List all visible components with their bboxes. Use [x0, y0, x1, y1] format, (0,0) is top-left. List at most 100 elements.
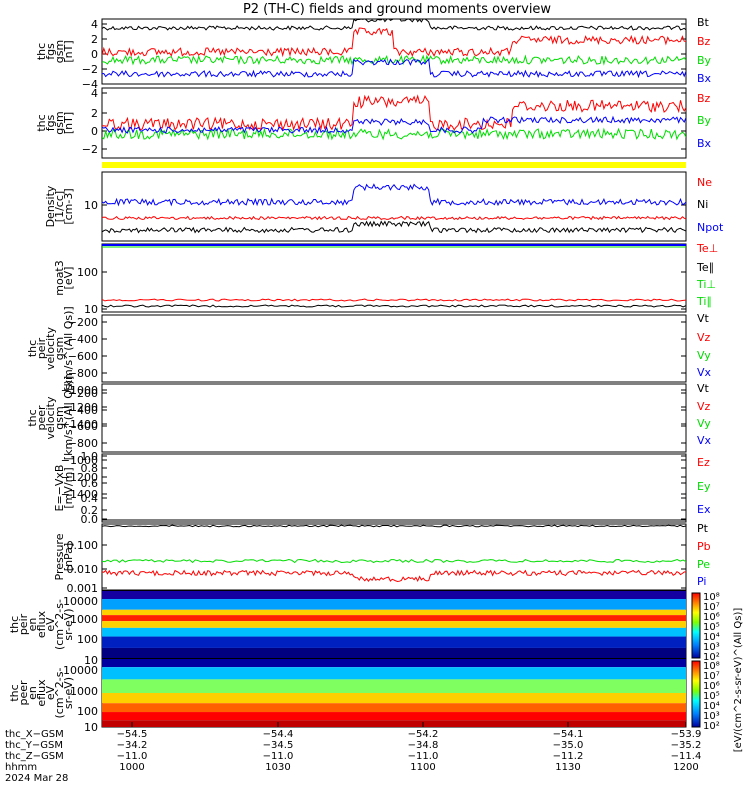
y-axis-label: eV: [44, 685, 57, 700]
legend-label: Bz: [697, 92, 711, 105]
legend-label: Bx: [697, 137, 712, 150]
y-tick-label: 10: [84, 721, 98, 734]
y-axis-label: gsm: [53, 111, 66, 134]
x-date: 2024 Mar 28: [5, 773, 68, 784]
legend-label: Ti⊥: [696, 278, 716, 291]
panel-frame: [101, 243, 687, 313]
spectrogram-band: [102, 659, 686, 668]
y-tick-label: −800: [68, 367, 98, 380]
panel-pressure: Pressure[nPa]0.100 0.010 0.001 Pt Pb Pe Pi: [53, 522, 711, 595]
panel-density: Density[1/cc][cm-3] 10 Ne Ni Npot: [44, 171, 724, 242]
panel-frame: [101, 171, 687, 242]
y-axis-label: velocity: [44, 327, 57, 370]
y-tick-label: 1000: [70, 685, 98, 698]
y-axis-label: en: [26, 618, 39, 632]
spectrogram-band: [102, 679, 686, 693]
trace-pe: [102, 558, 686, 564]
y-axis-label: gsm: [53, 406, 66, 429]
y-tick-label: 0.2: [81, 504, 99, 517]
y-axis-label: thc: [26, 409, 39, 426]
y-tick-label: −200: [68, 316, 98, 329]
colorbar-tick: 10²: [703, 652, 720, 663]
panel-frame: [101, 523, 687, 591]
legend-label: By: [697, 54, 712, 67]
colorbar-tick: 10⁶: [703, 681, 720, 692]
y-axis-label: peer: [17, 680, 30, 706]
spectrogram-band: [102, 621, 686, 628]
y-axis-label: [nT]: [62, 112, 75, 134]
y-axis-label: [eV]: [62, 267, 75, 290]
spectrogram-colorbar: 10⁸10⁷10⁶10⁵10⁴10³10²10⁸10⁷10⁶10⁵10⁴10³1…: [691, 592, 744, 753]
legend-label: Ex: [697, 503, 711, 516]
colorbar-lower: [691, 660, 701, 728]
panel-temp: moat3[eV] 100 10 Te⊥ Te∥ Ti⊥ Ti∥: [53, 242, 718, 316]
y-tick-label: 0.6: [81, 477, 99, 490]
legend-label: Pi: [697, 575, 706, 588]
y-tick-label: 10000: [63, 595, 98, 608]
y-axis-label: velocity: [44, 396, 57, 439]
colorbar-tick: 10⁷: [703, 602, 720, 613]
legend-label: Vx: [697, 366, 712, 379]
y-axis-label: [cm-3]: [62, 188, 75, 224]
y-tick-label: 4: [91, 18, 98, 31]
y-tick-label: −400: [68, 404, 98, 417]
panels: thcfgsgsm[nT]420−2−4BtBzByBxthcfgsgsm[nT…: [8, 16, 724, 734]
colorbar-label: [eV/(cm^2-s-sr-eV)^(All Qs)]: [733, 608, 744, 753]
x-tick-value: 1100: [410, 762, 435, 773]
y-axis-label: Density: [44, 185, 57, 227]
y-axis-label: eV: [44, 617, 57, 632]
legend-label: Npot: [697, 221, 724, 234]
y-tick-label: 100: [77, 266, 98, 279]
y-tick-label: 0: [91, 48, 98, 61]
x-tick-value: −11.0: [117, 751, 148, 762]
spectrogram-band: [102, 636, 686, 648]
y-tick-label: 10000: [63, 664, 98, 677]
x-tick-value: −34.2: [117, 740, 148, 751]
y-tick-label: −1200: [61, 471, 98, 484]
legend-label: Bz: [697, 35, 711, 48]
y-tick-label: −600: [68, 420, 98, 433]
y-tick-label: 1000: [70, 613, 98, 626]
colorbar-tick: 10⁶: [703, 612, 720, 623]
y-axis-label: peer: [35, 405, 48, 431]
legend-label: Ti∥: [696, 295, 712, 308]
legend-label: By: [697, 114, 712, 127]
x-tick-value: −34.8: [408, 740, 439, 751]
y-tick-label: −2: [82, 63, 98, 76]
spectrogram-band: [102, 609, 686, 616]
x-row-label: thc_Y−GSM: [5, 740, 63, 751]
panel-traces: [102, 94, 686, 141]
yellow-bar: [102, 162, 686, 168]
y-axis-label: thc: [35, 43, 48, 60]
y-tick-label: −2: [82, 143, 98, 156]
y-axis-label: thc: [8, 616, 21, 633]
trace-by: [102, 54, 686, 66]
x-axis-table: thc_X−GSM −54.5 −54.4 −54.2 −54.1 −53.9 thc_Y−…: [5, 722, 701, 784]
y-tick-label: 1.0: [81, 450, 99, 463]
panel-traces: [102, 659, 686, 727]
legend-label: Bx: [697, 72, 712, 85]
y-axis-label: gsm: [53, 40, 66, 63]
trace-te-perp: [102, 298, 686, 302]
y-axis-label: [nT]: [62, 40, 75, 62]
x-tick-value: 1030: [265, 762, 290, 773]
colorbar-tick: 10²: [703, 721, 720, 732]
y-tick-label: −400: [68, 333, 98, 346]
panel-frame: [101, 383, 687, 453]
y-axis-label: (cm^2-s-: [53, 599, 66, 650]
y-axis-label: eflux: [35, 610, 48, 638]
y-tick-label: −4: [82, 78, 98, 91]
y-axis-label: [1/cc]: [53, 191, 66, 222]
y-tick-label: −1400: [61, 488, 98, 501]
trace-pt: [102, 524, 686, 528]
y-tick-label: 0.100: [67, 539, 99, 552]
legend-label: Te∥: [696, 261, 714, 274]
y-tick-label: 100: [77, 705, 98, 718]
y-tick-label: 0.4: [81, 492, 99, 505]
y-axis-label: gsm: [53, 337, 66, 360]
spectrogram-band: [102, 647, 686, 658]
